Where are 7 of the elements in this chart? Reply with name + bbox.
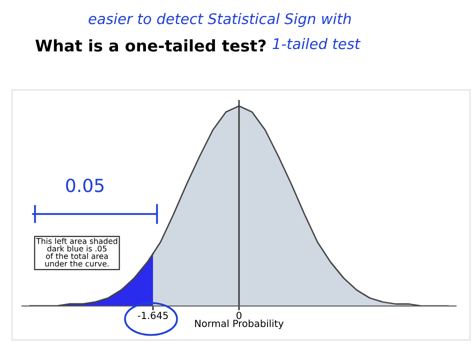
x-tick-label: 0 <box>236 312 242 320</box>
x-axis-title: Normal Probability <box>195 320 284 329</box>
chart-title: What is a one-tailed test? <box>35 39 266 52</box>
x-tick-label: -1.645 <box>138 312 168 320</box>
text: easier to detect Statistical Sign with <box>88 12 351 28</box>
text: 1-tailed test <box>272 38 361 50</box>
annotation: 0.05 <box>66 178 104 192</box>
